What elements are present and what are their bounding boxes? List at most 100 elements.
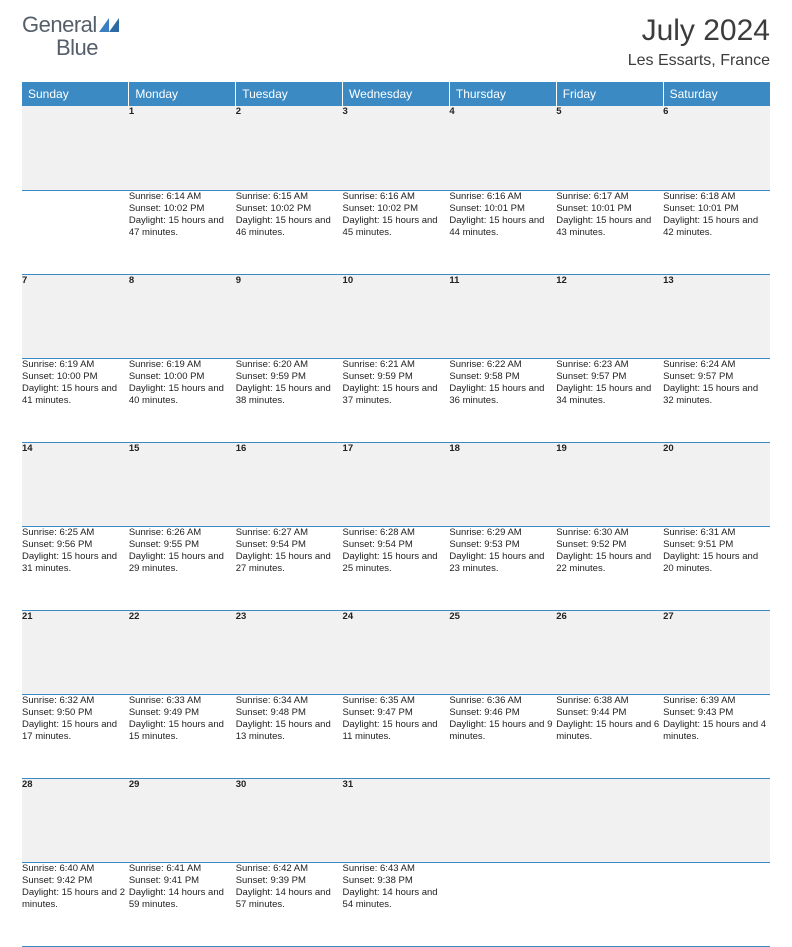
day-cell: Sunrise: 6:29 AMSunset: 9:53 PMDaylight:… <box>449 526 556 610</box>
daylight: Daylight: 15 hours and 22 minutes. <box>556 551 663 575</box>
page: General Blue July 2024 Les Essarts, Fran… <box>0 0 792 612</box>
sunset: Sunset: 9:38 PM <box>343 875 450 887</box>
daylight: Daylight: 15 hours and 25 minutes. <box>343 551 450 575</box>
day-cell: Sunrise: 6:33 AMSunset: 9:49 PMDaylight:… <box>129 694 236 778</box>
day-cell: Sunrise: 6:38 AMSunset: 9:44 PMDaylight:… <box>556 694 663 778</box>
day-number: 10 <box>343 274 450 358</box>
day-number: 26 <box>556 610 663 694</box>
calendar-head: Sunday Monday Tuesday Wednesday Thursday… <box>22 82 770 106</box>
day-number: 28 <box>22 778 129 862</box>
daylight: Daylight: 15 hours and 44 minutes. <box>449 215 556 239</box>
sunrise: Sunrise: 6:26 AM <box>129 527 236 539</box>
col-sat: Saturday <box>663 82 770 106</box>
daylight: Daylight: 15 hours and 15 minutes. <box>129 719 236 743</box>
sunset: Sunset: 9:42 PM <box>22 875 129 887</box>
sunset: Sunset: 10:02 PM <box>236 203 343 215</box>
week-content-row: Sunrise: 6:14 AMSunset: 10:02 PMDaylight… <box>22 190 770 274</box>
daylight: Daylight: 15 hours and 9 minutes. <box>449 719 556 743</box>
sunset: Sunset: 10:02 PM <box>343 203 450 215</box>
col-mon: Monday <box>129 82 236 106</box>
sunrise: Sunrise: 6:29 AM <box>449 527 556 539</box>
sunrise: Sunrise: 6:25 AM <box>22 527 129 539</box>
day-cell: Sunrise: 6:32 AMSunset: 9:50 PMDaylight:… <box>22 694 129 778</box>
sunrise: Sunrise: 6:20 AM <box>236 359 343 371</box>
sunrise: Sunrise: 6:30 AM <box>556 527 663 539</box>
day-number: 27 <box>663 610 770 694</box>
day-cell: Sunrise: 6:26 AMSunset: 9:55 PMDaylight:… <box>129 526 236 610</box>
logo: General Blue <box>22 14 119 60</box>
daylight: Daylight: 15 hours and 45 minutes. <box>343 215 450 239</box>
day-cell: Sunrise: 6:23 AMSunset: 9:57 PMDaylight:… <box>556 358 663 442</box>
daylight: Daylight: 15 hours and 2 minutes. <box>22 887 129 911</box>
sunrise: Sunrise: 6:31 AM <box>663 527 770 539</box>
day-number: 20 <box>663 442 770 526</box>
day-number: 12 <box>556 274 663 358</box>
day-number: 7 <box>22 274 129 358</box>
day-number: 21 <box>22 610 129 694</box>
day-cell: Sunrise: 6:40 AMSunset: 9:42 PMDaylight:… <box>22 862 129 946</box>
day-cell: Sunrise: 6:42 AMSunset: 9:39 PMDaylight:… <box>236 862 343 946</box>
daylight: Daylight: 15 hours and 32 minutes. <box>663 383 770 407</box>
day-number: 5 <box>556 106 663 190</box>
day-cell: Sunrise: 6:15 AMSunset: 10:02 PMDaylight… <box>236 190 343 274</box>
sunrise: Sunrise: 6:16 AM <box>343 191 450 203</box>
day-cell: Sunrise: 6:17 AMSunset: 10:01 PMDaylight… <box>556 190 663 274</box>
daylight: Daylight: 15 hours and 47 minutes. <box>129 215 236 239</box>
sunrise: Sunrise: 6:14 AM <box>129 191 236 203</box>
logo-word-2: Blue <box>56 35 98 60</box>
daylight: Daylight: 15 hours and 29 minutes. <box>129 551 236 575</box>
sunrise: Sunrise: 6:27 AM <box>236 527 343 539</box>
calendar-table: Sunday Monday Tuesday Wednesday Thursday… <box>22 82 770 947</box>
sunrise: Sunrise: 6:17 AM <box>556 191 663 203</box>
day-cell: Sunrise: 6:35 AMSunset: 9:47 PMDaylight:… <box>343 694 450 778</box>
sunrise: Sunrise: 6:22 AM <box>449 359 556 371</box>
day-number: 22 <box>129 610 236 694</box>
day-cell: Sunrise: 6:19 AMSunset: 10:00 PMDaylight… <box>22 358 129 442</box>
sunrise: Sunrise: 6:41 AM <box>129 863 236 875</box>
sunrise: Sunrise: 6:39 AM <box>663 695 770 707</box>
daylight: Daylight: 15 hours and 13 minutes. <box>236 719 343 743</box>
day-number: 19 <box>556 442 663 526</box>
sunset: Sunset: 10:00 PM <box>129 371 236 383</box>
sunset: Sunset: 10:01 PM <box>663 203 770 215</box>
sunset: Sunset: 9:57 PM <box>663 371 770 383</box>
day-number: 8 <box>129 274 236 358</box>
day-number: 11 <box>449 274 556 358</box>
sunset: Sunset: 9:39 PM <box>236 875 343 887</box>
sunrise: Sunrise: 6:23 AM <box>556 359 663 371</box>
day-cell: Sunrise: 6:16 AMSunset: 10:02 PMDaylight… <box>343 190 450 274</box>
daylight: Daylight: 15 hours and 31 minutes. <box>22 551 129 575</box>
day-cell: Sunrise: 6:18 AMSunset: 10:01 PMDaylight… <box>663 190 770 274</box>
sunset: Sunset: 9:50 PM <box>22 707 129 719</box>
sunrise: Sunrise: 6:40 AM <box>22 863 129 875</box>
daylight: Daylight: 15 hours and 36 minutes. <box>449 383 556 407</box>
day-cell: Sunrise: 6:41 AMSunset: 9:41 PMDaylight:… <box>129 862 236 946</box>
daylight: Daylight: 15 hours and 37 minutes. <box>343 383 450 407</box>
col-sun: Sunday <box>22 82 129 106</box>
day-cell: Sunrise: 6:30 AMSunset: 9:52 PMDaylight:… <box>556 526 663 610</box>
sunrise: Sunrise: 6:19 AM <box>129 359 236 371</box>
sunset: Sunset: 9:44 PM <box>556 707 663 719</box>
daylight: Daylight: 15 hours and 43 minutes. <box>556 215 663 239</box>
sunset: Sunset: 9:51 PM <box>663 539 770 551</box>
day-number: 31 <box>343 778 450 862</box>
logo-word-1: General <box>22 12 97 37</box>
location: Les Essarts, France <box>628 52 770 70</box>
day-number <box>663 778 770 862</box>
week-num-row: 21222324252627 <box>22 610 770 694</box>
daylight: Daylight: 15 hours and 20 minutes. <box>663 551 770 575</box>
sunset: Sunset: 9:47 PM <box>343 707 450 719</box>
logo-mark-icon <box>99 19 119 36</box>
sunset: Sunset: 9:54 PM <box>343 539 450 551</box>
day-number: 2 <box>236 106 343 190</box>
sunrise: Sunrise: 6:33 AM <box>129 695 236 707</box>
day-number: 17 <box>343 442 450 526</box>
logo-text: General Blue <box>22 14 119 60</box>
day-cell: Sunrise: 6:43 AMSunset: 9:38 PMDaylight:… <box>343 862 450 946</box>
sunrise: Sunrise: 6:38 AM <box>556 695 663 707</box>
col-wed: Wednesday <box>343 82 450 106</box>
col-fri: Friday <box>556 82 663 106</box>
day-cell: Sunrise: 6:36 AMSunset: 9:46 PMDaylight:… <box>449 694 556 778</box>
day-cell <box>663 862 770 946</box>
day-cell: Sunrise: 6:31 AMSunset: 9:51 PMDaylight:… <box>663 526 770 610</box>
